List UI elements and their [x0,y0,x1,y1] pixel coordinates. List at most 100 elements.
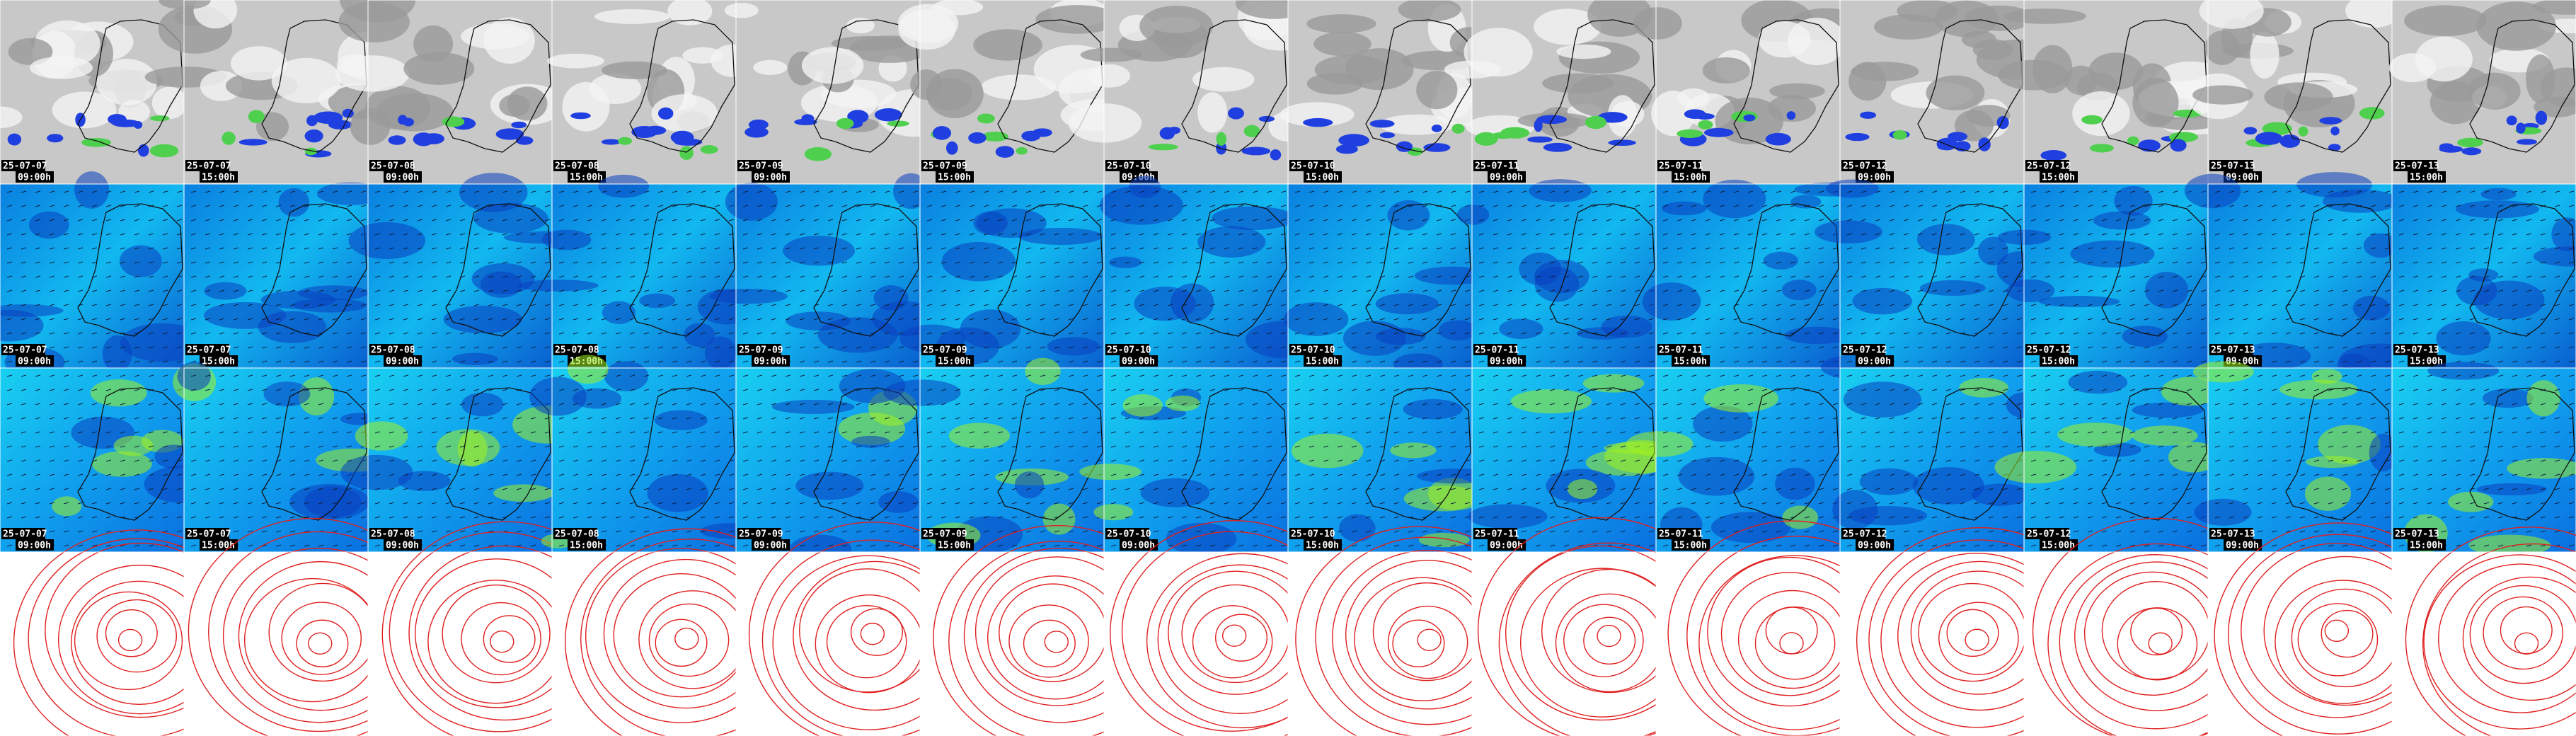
wind-arrow [558,247,565,250]
wind-arrow [247,360,253,363]
wind-arrow [332,374,338,377]
cloud [2204,30,2240,66]
wind-arrow [77,318,84,321]
wind-arrow [1054,530,1060,533]
wind-arrow [21,304,27,306]
field [204,282,247,300]
wind-arrow [205,190,211,193]
wind-arrow [1776,544,1782,547]
wind-arrow [742,219,749,222]
wind-arrow [2073,318,2079,321]
wind-arrow [417,445,423,448]
wind-arrow [431,502,437,505]
wind-arrow [1620,516,1626,519]
wind-arrow [714,459,720,462]
wind-arrow [1422,445,1428,448]
wind-arrow [304,346,310,349]
wind-arrow [1209,247,1216,250]
wind-arrow [261,403,268,406]
wind-arrow [1464,261,1471,264]
field [771,399,855,414]
cloud [1192,67,1255,92]
wind-arrow [1436,502,1442,505]
wind-arrow [884,304,890,306]
wind-arrow [1931,431,1938,434]
wind-arrow [1040,374,1046,377]
wind-arrow [1011,445,1018,448]
coastline [629,19,735,153]
wind-arrow [1889,516,1895,519]
rain [138,144,149,157]
wind-arrow [77,516,84,519]
wind-arrow [1224,346,1230,349]
wind-arrow [587,261,593,264]
wind-arrow [1252,445,1258,448]
field [976,208,1047,238]
wind-arrow [983,431,989,434]
wind-arrow [686,445,692,448]
wind-arrow [502,247,508,250]
wind-arrow [728,431,735,434]
wind-arrow [261,516,268,519]
field [1387,200,1430,231]
wind-arrow [728,346,735,349]
wind-arrow [21,417,27,420]
label-box [185,344,229,355]
wind-arrow [955,473,961,476]
wind-arrow [1181,190,1188,193]
wind-arrow [1563,445,1570,448]
cloud [1139,5,1214,47]
field [0,304,64,317]
wind-arrow [2158,190,2164,193]
wind-arrow [289,431,296,434]
wind-arrow [1110,431,1117,434]
wind-arrow [799,502,805,505]
wind-arrow [35,332,41,335]
wind-arrow [1280,502,1287,505]
wind-arrow [1875,431,1881,434]
wind-arrow [6,304,13,306]
wind-arrow [1068,346,1074,349]
wind-arrow [105,403,112,406]
wind-arrow [275,261,282,264]
wind-arrow [1719,403,1725,406]
wind-arrow [1209,304,1216,306]
wind-arrow [1153,374,1159,377]
wind-arrow [2200,389,2207,391]
wind-arrow [1592,488,1598,490]
wind-arrow [558,473,565,476]
wind-arrow [983,233,989,236]
wind-arrow [1294,190,1301,193]
wind-arrow [63,219,69,222]
wind-arrow [459,332,466,335]
rain [1608,139,1636,146]
wind-arrow [1139,304,1145,306]
wind-arrow [926,389,933,391]
wind-arrow [742,473,749,476]
wind-arrow [2101,289,2108,292]
wind-arrow [1875,318,1881,321]
wind-arrow [2030,304,2037,306]
rain [836,117,854,130]
tile-bg [1104,552,1288,736]
wind-arrow [1125,417,1131,420]
map-tile [0,529,263,736]
wind-arrow [1776,473,1782,476]
wind-arrow [799,516,805,519]
rain [1474,132,1498,146]
wind-arrow [247,544,253,547]
wind-arrow [686,304,692,306]
wind-arrow [785,275,791,278]
field [1782,505,1819,529]
wind-arrow [841,304,848,306]
date-label: 25-07-12 [1843,345,1887,356]
wind-arrow [1577,190,1584,193]
wind-arrow [488,247,494,250]
wind-arrow [2101,445,2108,448]
wind-arrow [1096,261,1103,264]
wind-arrow [558,304,565,306]
wind-arrow [403,431,409,434]
wind-arrow [1464,445,1471,448]
wind-arrow [1719,488,1725,490]
wind-arrow [1677,219,1683,222]
